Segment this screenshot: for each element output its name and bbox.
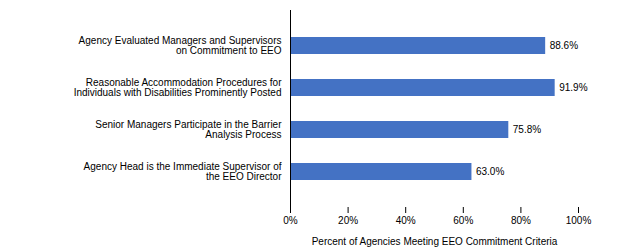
svg-text:63.0%: 63.0% — [476, 166, 504, 177]
svg-text:Agency Evaluated Managers and: Agency Evaluated Managers and Supervisor… — [79, 35, 282, 56]
svg-text:Percent of Agencies Meeting EE: Percent of Agencies Meeting EEO Commitme… — [312, 236, 558, 247]
svg-text:60%: 60% — [453, 215, 473, 226]
svg-text:0%: 0% — [283, 215, 298, 226]
svg-text:Reasonable Accommodation Proce: Reasonable Accommodation Procedures forI… — [74, 77, 283, 98]
svg-text:Agency Head is the Immediate S: Agency Head is the Immediate Supervisor … — [84, 161, 283, 182]
svg-text:40%: 40% — [396, 215, 416, 226]
svg-text:91.9%: 91.9% — [559, 82, 587, 93]
svg-text:Senior Managers Participate in: Senior Managers Participate in the Barri… — [95, 119, 282, 140]
svg-text:80%: 80% — [511, 215, 531, 226]
svg-text:88.6%: 88.6% — [550, 40, 578, 51]
svg-text:20%: 20% — [338, 215, 358, 226]
svg-text:100%: 100% — [566, 215, 592, 226]
svg-text:75.8%: 75.8% — [513, 124, 541, 135]
